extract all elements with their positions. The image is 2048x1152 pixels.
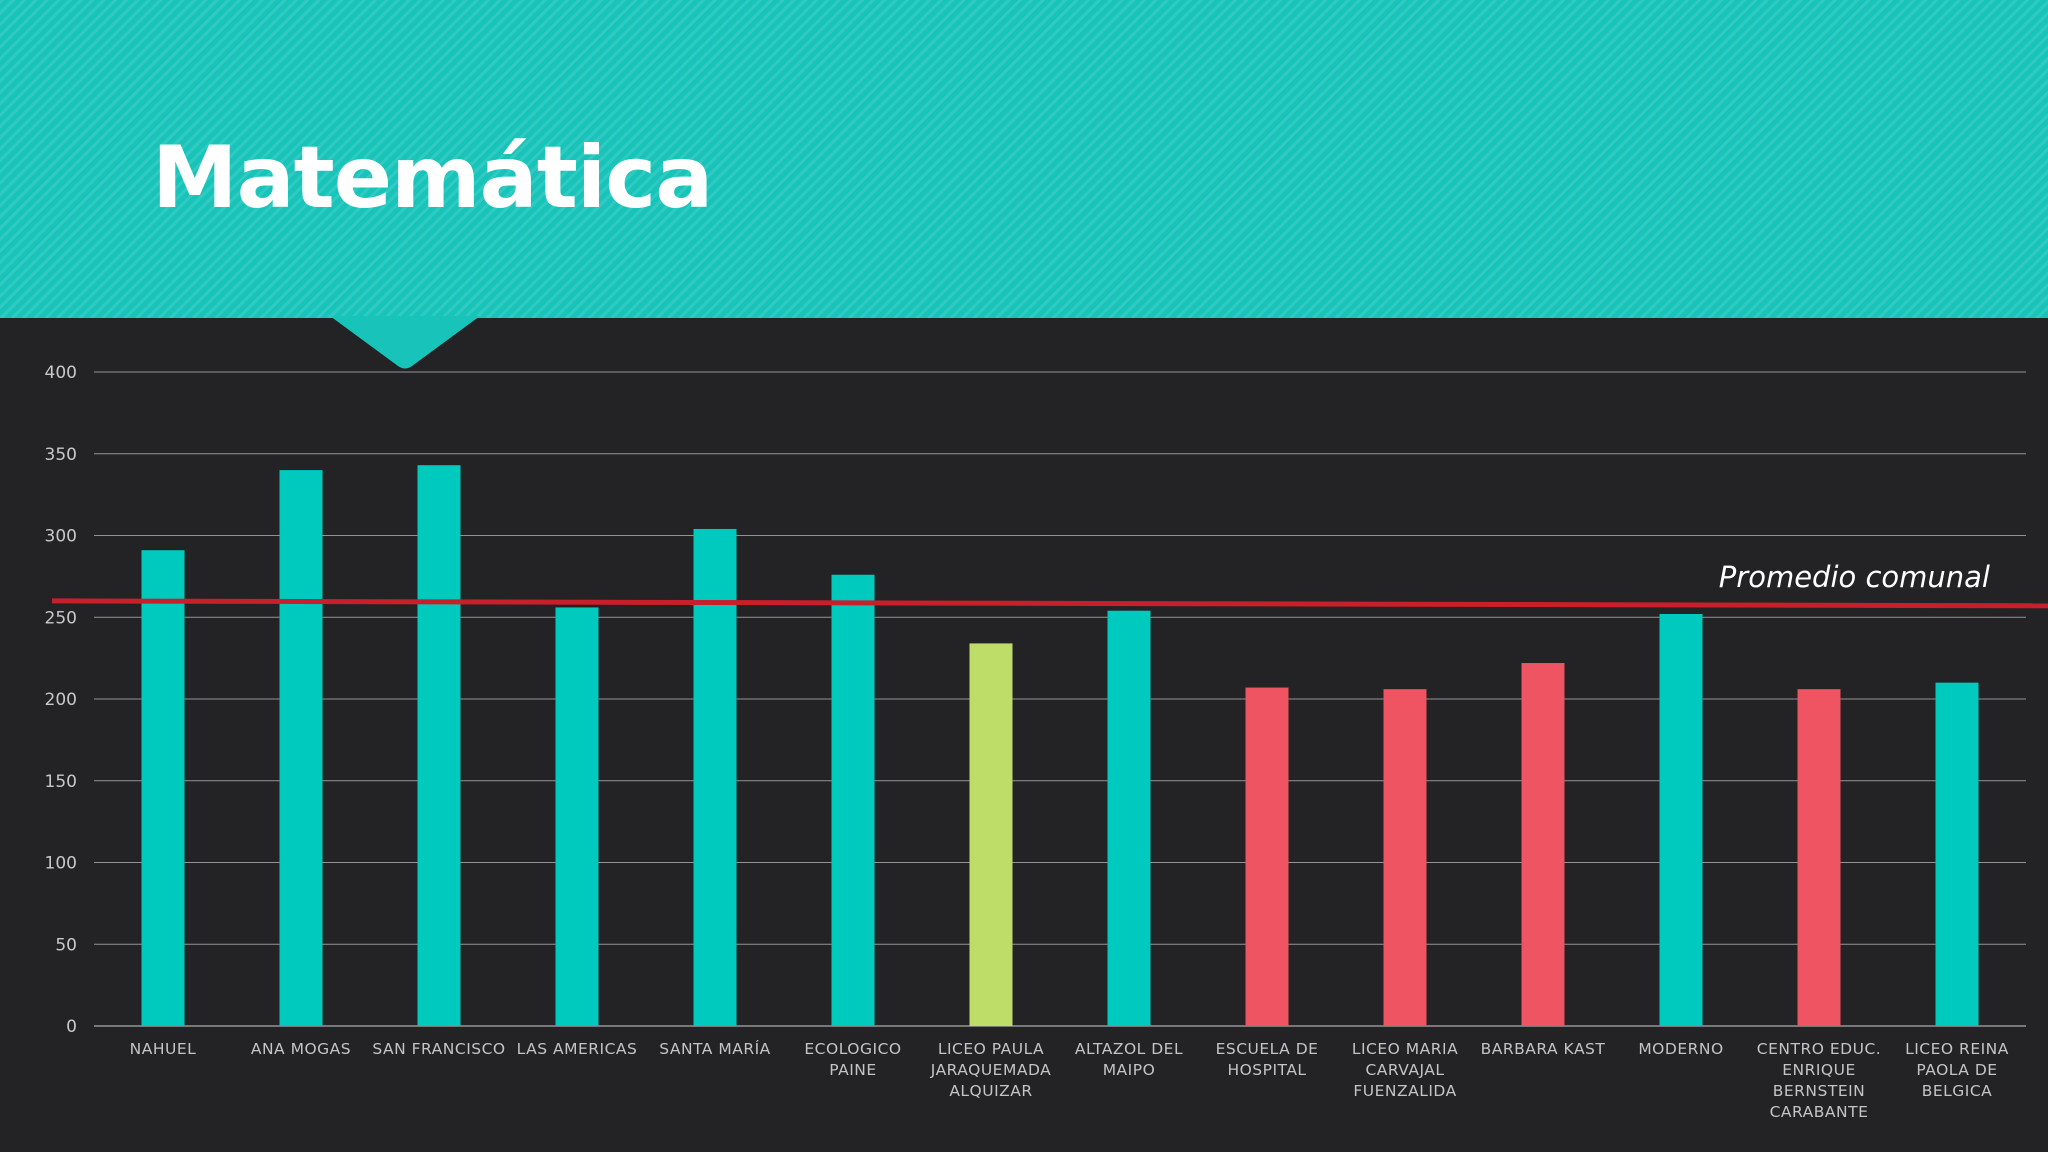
bar	[279, 470, 323, 1027]
bar	[1797, 689, 1841, 1026]
bar	[1521, 663, 1565, 1026]
x-category-label: NAHUEL	[130, 1040, 197, 1058]
y-tick-label: 300	[45, 527, 77, 547]
x-category-label: LICEO MARIA CARVAJAL FUENZALIDA	[1352, 1040, 1458, 1100]
x-category-label: ESCUELA DE HOSPITAL	[1216, 1040, 1319, 1079]
reference-line-label: Promedio comunal	[1719, 560, 1990, 594]
x-category-label: LICEO REINA PAOLA DE BELGICA	[1905, 1040, 2009, 1100]
y-tick-label: 50	[55, 935, 77, 955]
banner-pointer	[330, 316, 480, 369]
bar	[693, 528, 737, 1026]
bar	[969, 643, 1013, 1026]
x-category-label: ANA MOGAS	[251, 1040, 351, 1058]
x-category-label: LAS AMERICAS	[517, 1040, 638, 1058]
y-tick-label: 400	[45, 363, 77, 383]
y-tick-label: 150	[45, 772, 77, 792]
page-title: Matemática	[152, 128, 713, 228]
bar	[1245, 687, 1289, 1026]
x-category-label: MODERNO	[1638, 1040, 1723, 1058]
x-category-label: SAN FRANCISCO	[372, 1040, 505, 1058]
y-tick-label: 350	[45, 445, 77, 465]
x-category-label: LICEO PAULA JARAQUEMADA ALQUIZAR	[930, 1040, 1051, 1100]
y-tick-label: 200	[45, 690, 77, 710]
x-category-label: ECOLOGICO PAINE	[804, 1040, 901, 1079]
x-category-label: CENTRO EDUC. ENRIQUE BERNSTEIN CARABANTE	[1757, 1040, 1881, 1121]
bar	[1935, 682, 1979, 1026]
bar	[417, 465, 461, 1026]
y-tick-label: 250	[45, 608, 77, 628]
x-category-label: SANTA MARÍA	[659, 1039, 771, 1058]
x-category-label: BARBARA KAST	[1481, 1040, 1606, 1058]
y-tick-label: 0	[66, 1017, 77, 1037]
bar	[831, 574, 875, 1026]
gridlines	[94, 371, 2026, 1027]
bar	[1107, 610, 1151, 1026]
bars	[141, 465, 1979, 1027]
x-axis-labels: NAHUEL ANA MOGAS SAN FRANCISCO LAS AMERICAS…	[130, 1039, 2009, 1121]
bar	[141, 550, 185, 1026]
header-banner	[0, 0, 2048, 318]
y-axis-ticks: 0 50 100 150 200 250 300 350 400	[45, 363, 77, 1037]
y-tick-label: 100	[45, 854, 77, 874]
reference-line	[51, 598, 2048, 609]
bar	[555, 607, 599, 1026]
x-category-label: ALTAZOL DEL MAIPO	[1075, 1040, 1183, 1079]
bar	[1659, 613, 1703, 1026]
bar	[1383, 689, 1427, 1026]
